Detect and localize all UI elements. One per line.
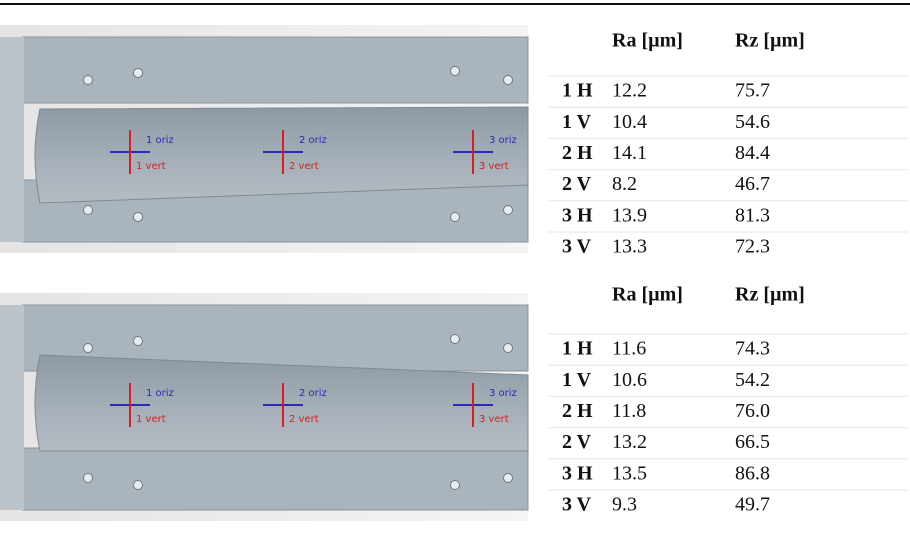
- cell: 10.6: [612, 369, 647, 391]
- cell: 75.7: [735, 80, 770, 102]
- hole: [451, 67, 460, 76]
- horizontal-label: 3 oriz: [489, 388, 517, 399]
- cell: 76.0: [735, 400, 770, 422]
- column-header: Rz [µm]: [735, 284, 805, 306]
- cell: 8.2: [612, 173, 637, 195]
- row-label: 2 H: [562, 400, 593, 422]
- horizontal-label: 1 oriz: [146, 135, 174, 146]
- cell: 9.3: [612, 494, 637, 516]
- hole: [84, 76, 93, 85]
- hole: [504, 474, 513, 483]
- hole: [134, 69, 143, 78]
- column-header: Ra [µm]: [612, 30, 683, 52]
- roughness-table: Ra [µm] Rz [µm] 1 H 11.6 74.3 1 V 10.6 54.2 2 H 1…: [548, 284, 908, 516]
- hole: [504, 76, 513, 85]
- part-image: 1 oriz 1 vert 2 oriz 2 vert 3 oriz 3 vert: [0, 25, 528, 253]
- hole: [84, 206, 93, 215]
- hole: [504, 206, 513, 215]
- cell: 14.1: [612, 142, 647, 164]
- page: 1 oriz1 vert2 oriz2 vert3 oriz3 vert1 or…: [0, 0, 910, 538]
- hole: [451, 481, 460, 490]
- hole: [134, 337, 143, 346]
- bottom-flange: [22, 448, 528, 510]
- row-label: 1 H: [562, 338, 593, 360]
- row-label: 1 H: [562, 80, 593, 102]
- cell: 49.7: [735, 494, 770, 516]
- row-label: 2 V: [562, 173, 592, 195]
- horizontal-label: 3 oriz: [489, 135, 517, 146]
- column-header: Rz [µm]: [735, 30, 805, 52]
- row-label: 1 V: [562, 111, 592, 133]
- hole: [84, 344, 93, 353]
- vertical-label: 1 vert: [136, 414, 166, 425]
- hole: [134, 213, 143, 222]
- cell: 13.5: [612, 462, 647, 484]
- cell: 46.7: [735, 173, 770, 195]
- part-image: 1 oriz 1 vert 2 oriz 2 vert 3 oriz 3 vert: [0, 293, 528, 521]
- cell: 81.3: [735, 204, 770, 226]
- horizontal-label: 2 oriz: [299, 135, 327, 146]
- row-label: 3 H: [562, 204, 593, 226]
- row-label: 2 V: [562, 431, 592, 453]
- hole: [134, 481, 143, 490]
- cell: 84.4: [735, 142, 770, 164]
- vertical-label: 1 vert: [136, 161, 166, 172]
- row-label: 2 H: [562, 142, 593, 164]
- cell: 74.3: [735, 338, 770, 360]
- hole: [451, 335, 460, 344]
- cell: 13.2: [612, 431, 647, 453]
- cell: 54.6: [735, 111, 770, 133]
- vertical-label: 3 vert: [479, 414, 509, 425]
- cell: 12.2: [612, 80, 647, 102]
- cell: 13.9: [612, 204, 647, 226]
- row-label: 3 H: [562, 462, 593, 484]
- roughness-table: Ra [µm] Rz [µm] 1 H 12.2 75.7 1 V 10.4 54.6 2 H 1…: [548, 30, 908, 258]
- row-label: 3 V: [562, 494, 592, 516]
- row-label: 3 V: [562, 236, 592, 258]
- left-edge: [0, 37, 24, 242]
- vertical-label: 3 vert: [479, 161, 509, 172]
- vertical-label: 2 vert: [289, 414, 319, 425]
- hole: [451, 213, 460, 222]
- column-header: Ra [µm]: [612, 284, 683, 306]
- cell: 86.8: [735, 462, 770, 484]
- left-edge: [0, 305, 24, 510]
- cell: 10.4: [612, 111, 647, 133]
- hole: [84, 474, 93, 483]
- cell: 11.8: [612, 400, 646, 422]
- row-label: 1 V: [562, 369, 592, 391]
- cell: 13.3: [612, 236, 647, 258]
- hole: [504, 344, 513, 353]
- vertical-label: 2 vert: [289, 161, 319, 172]
- cell: 72.3: [735, 236, 770, 258]
- horizontal-label: 1 oriz: [146, 388, 174, 399]
- cell: 66.5: [735, 431, 770, 453]
- cell: 11.6: [612, 338, 646, 360]
- horizontal-label: 2 oriz: [299, 388, 327, 399]
- cell: 54.2: [735, 369, 770, 391]
